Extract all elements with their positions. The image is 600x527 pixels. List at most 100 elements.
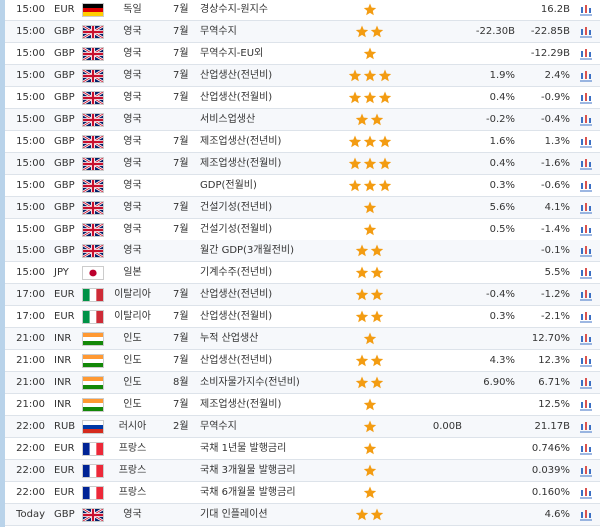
currency-cell: GBP [54,508,75,520]
icon-bar [581,116,583,123]
chart-icon[interactable] [580,223,592,236]
flag-cross [83,91,103,104]
chart-icon[interactable] [580,157,592,170]
star [370,354,384,367]
chart-icon[interactable] [580,420,592,433]
time-cell: 15:00 [16,157,45,169]
previous-cell: 12.5% [538,399,570,411]
icon-bar [589,161,591,167]
country-cell: 영국 [123,113,142,125]
chart-icon[interactable] [580,201,592,214]
chart-icon[interactable] [580,179,592,192]
importance-stars [363,332,376,345]
previous-cell: 0.039% [531,464,570,476]
event-cell: 서비스업생산 [200,113,256,125]
icon-bar [581,72,583,79]
time-cell: 22:00 [16,464,45,476]
currency-cell: INR [54,377,72,389]
previous-cell: -1.6% [540,157,570,169]
chart-icon[interactable] [580,486,592,499]
period-cell: 7월 [173,91,189,103]
flag-icon [82,244,104,259]
currency-cell: GBP [54,245,75,257]
previous-cell: 12.70% [531,333,570,345]
previous-cell: 2.4% [544,69,570,81]
forecast-cell: 1.9% [489,69,515,81]
chart-icon[interactable] [580,398,592,411]
chart-icon[interactable] [580,508,592,521]
time-cell: 15:00 [16,113,45,125]
star [355,354,369,367]
chart-icon[interactable] [580,332,592,345]
flag-icon [82,332,104,347]
chart-icon[interactable] [580,3,592,16]
flag-cross [83,223,103,236]
table-row: 21:00 INR 인도 7월 누적 산업생산 12.70% [5,328,600,351]
chart-icon[interactable] [580,266,592,279]
country-cell: 인도 [123,333,142,345]
chart-icon[interactable] [580,113,592,126]
period-cell: 7월 [173,311,189,323]
importance-stars [348,135,391,147]
previous-cell: 4.1% [544,201,570,213]
table-row: 22:00 EUR 프랑스 국채 3개월물 발행금리 0.039% [5,459,600,482]
chart-icon[interactable] [580,464,592,477]
event-cell: 제조업생산(전년비) [200,135,282,147]
icon-bar [581,380,583,387]
forecast-cell: 4.3% [489,355,515,367]
country-cell: 일본 [123,267,142,279]
icon-bar [585,334,587,343]
importance-stars [363,486,376,499]
time-cell: 15:00 [16,25,45,37]
country-cell: 러시아 [118,421,147,433]
currency-cell: GBP [54,91,75,103]
chart-icon[interactable] [580,310,592,323]
star [363,420,376,433]
flag-icon [82,310,104,325]
icon-bar [585,378,587,387]
icon-bar [581,94,583,101]
chart-icon[interactable] [580,354,592,367]
country-cell: 이탈리아 [114,289,151,301]
star [363,47,376,60]
previous-cell: 5.5% [544,267,570,279]
star [363,398,376,411]
flag-stripe [83,359,103,364]
importance-stars [363,464,376,477]
star [370,244,384,257]
chart-icon[interactable] [580,244,592,257]
chart-icon[interactable] [580,442,592,455]
country-cell: 영국 [123,508,142,520]
icon-bar [585,224,587,233]
previous-cell: -22.85B [530,25,570,37]
flag-icon [82,485,104,500]
period-cell: 7월 [173,4,189,15]
importance-stars [348,69,391,82]
star [355,113,369,126]
star [348,157,361,169]
chart-icon[interactable] [580,47,592,60]
chart-icon[interactable] [580,288,592,301]
icon-bar [589,205,591,211]
icon-bar [581,28,583,35]
chart-icon[interactable] [580,91,592,104]
icon-bar [581,489,583,496]
country-cell: 영국 [123,47,142,59]
star [348,91,361,104]
flag-icon [82,200,104,215]
time-cell: 15:00 [16,245,45,257]
star [378,135,391,147]
icon-bar [585,48,587,57]
chart-icon[interactable] [580,25,592,38]
icon-bar [589,51,591,57]
chart-icon[interactable] [580,376,592,389]
flag-stripe [83,429,103,434]
country-cell: 독일 [123,4,142,15]
period-cell: 7월 [173,355,189,367]
chart-icon[interactable] [580,69,592,82]
table-row: 15:00 GBP 영국 7월 산업생산(전월비) 0.4% -0.9% [5,87,600,109]
chart-icon[interactable] [580,135,592,148]
importance-stars [355,354,384,367]
icon-bar [581,446,583,452]
